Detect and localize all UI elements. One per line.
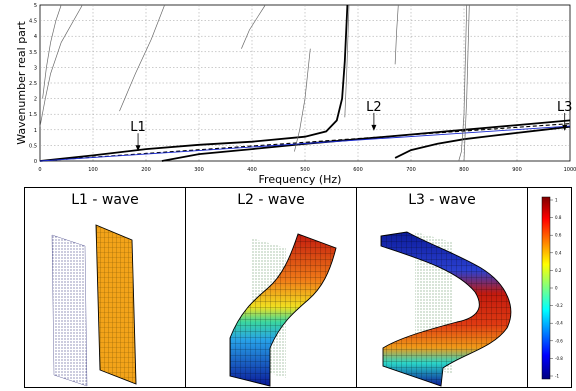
x-tick-label: 200 bbox=[141, 167, 151, 173]
colorbar-tick-label: 0 bbox=[555, 286, 558, 291]
l3-wave-plot bbox=[380, 231, 512, 387]
series-line-4 bbox=[39, 125, 571, 162]
l1-wave-plot bbox=[51, 224, 137, 387]
y-tick-label: 3 bbox=[34, 65, 37, 71]
series-line-0 bbox=[39, 4, 349, 162]
colorbar-tick-label: 0.8 bbox=[555, 215, 562, 220]
x-tick-label: 500 bbox=[300, 167, 310, 173]
series-line-6 bbox=[42, 4, 62, 99]
x-tick-label: 900 bbox=[512, 167, 522, 173]
panel-l2: L2 - wave bbox=[185, 188, 356, 387]
series-line-3 bbox=[39, 123, 571, 162]
panel-l1: L1 - wave bbox=[25, 188, 185, 387]
panel-l3: L3 - wave bbox=[356, 188, 527, 387]
annotation-label-l1: L1 bbox=[130, 120, 146, 135]
annotation-arrowhead bbox=[562, 124, 568, 131]
y-tick-label: 0 bbox=[34, 159, 37, 165]
colorbar-tick-label: 0.4 bbox=[555, 250, 562, 255]
x-tick-label: 600 bbox=[353, 167, 363, 173]
y-tick-label: 4.5 bbox=[29, 19, 37, 25]
colorbar-tick-label: 0.6 bbox=[555, 233, 562, 238]
y-axis-label: Wavenumber real part bbox=[15, 21, 28, 145]
panel-l3-title: L3 - wave bbox=[408, 192, 476, 208]
colorbar-gradient bbox=[541, 196, 551, 380]
colorbar-tick-label: 1 bbox=[555, 198, 558, 203]
series-line-2 bbox=[394, 125, 571, 159]
dispersion-chart: 0 100 200 300 400 500 600 700 800 900 1000 0 0.5 1 1.… bbox=[15, 3, 576, 186]
colorbar-ticks: 1 0.8 0.6 0.4 0.2 0 -0.2 -0.4 -0.6 -0.8 -1 bbox=[550, 198, 563, 379]
panel-colorbar: 1 0.8 0.6 0.4 0.2 0 -0.2 -0.4 -0.6 -0.8 -1 bbox=[527, 188, 571, 387]
colorbar: 1 0.8 0.6 0.4 0.2 0 -0.2 -0.4 -0.6 -0.8 -1 bbox=[541, 196, 563, 380]
series-line-13 bbox=[463, 4, 470, 162]
x-tick-label: 1000 bbox=[564, 167, 576, 173]
y-tick-label: 4 bbox=[34, 34, 37, 40]
deformed-mesh-grid bbox=[96, 225, 136, 384]
series-line-5 bbox=[39, 4, 83, 127]
deformed-mesh-grid bbox=[381, 232, 511, 386]
y-tick-labels: 0 0.5 1 1.5 2 2.5 3 3.5 4 4.5 5 bbox=[29, 3, 37, 165]
annotation-label-l2: L2 bbox=[366, 100, 382, 115]
series-line-12 bbox=[458, 4, 468, 162]
series-line-1 bbox=[161, 119, 571, 162]
x-tick-label: 100 bbox=[88, 167, 98, 173]
x-tick-label: 700 bbox=[406, 167, 416, 173]
x-tick-label: 0 bbox=[38, 167, 41, 173]
y-tick-label: 1.5 bbox=[29, 112, 37, 118]
annotation-arrowhead bbox=[371, 124, 377, 131]
series-line-11 bbox=[394, 4, 399, 65]
x-tick-label: 800 bbox=[459, 167, 469, 173]
y-tick-label: 3.5 bbox=[29, 50, 37, 56]
series-group bbox=[39, 4, 571, 162]
colorbar-tick-label: -0.2 bbox=[555, 303, 563, 308]
x-axis-label: Frequency (Hz) bbox=[259, 173, 342, 186]
colorbar-tick-label: 0.2 bbox=[555, 268, 562, 273]
y-tick-label: 1 bbox=[34, 128, 37, 134]
colorbar-tick-label: -0.6 bbox=[555, 338, 563, 343]
series-line-10 bbox=[344, 4, 350, 118]
deformed-mesh-grid bbox=[230, 234, 336, 386]
panel-l1-title: L1 - wave bbox=[71, 192, 139, 208]
colorbar-tick-label: -0.4 bbox=[555, 321, 563, 326]
panel-l2-title: L2 - wave bbox=[237, 192, 305, 208]
annotation-group: L1 L2 L3 bbox=[130, 100, 573, 152]
l2-wave-plot bbox=[229, 233, 337, 387]
y-tick-label: 5 bbox=[34, 3, 37, 9]
y-tick-label: 2.5 bbox=[29, 81, 37, 87]
x-tick-label: 300 bbox=[194, 167, 204, 173]
y-tick-label: 0.5 bbox=[29, 143, 37, 149]
annotation-arrowhead bbox=[135, 145, 141, 152]
reference-mesh bbox=[51, 234, 88, 387]
series-line-8 bbox=[241, 4, 266, 49]
x-tick-labels: 0 100 200 300 400 500 600 700 800 900 1000 bbox=[38, 167, 576, 173]
y-tick-label: 2 bbox=[34, 97, 37, 103]
series-line-7 bbox=[119, 4, 165, 112]
x-tick-label: 400 bbox=[247, 167, 257, 173]
annotation-label-l3: L3 bbox=[557, 100, 573, 115]
series-line-9 bbox=[294, 48, 311, 152]
colorbar-tick-label: -0.8 bbox=[555, 356, 563, 361]
colorbar-tick-label: -1 bbox=[555, 374, 559, 379]
wave-panels: L1 - wave L2 - wave bbox=[24, 187, 572, 388]
